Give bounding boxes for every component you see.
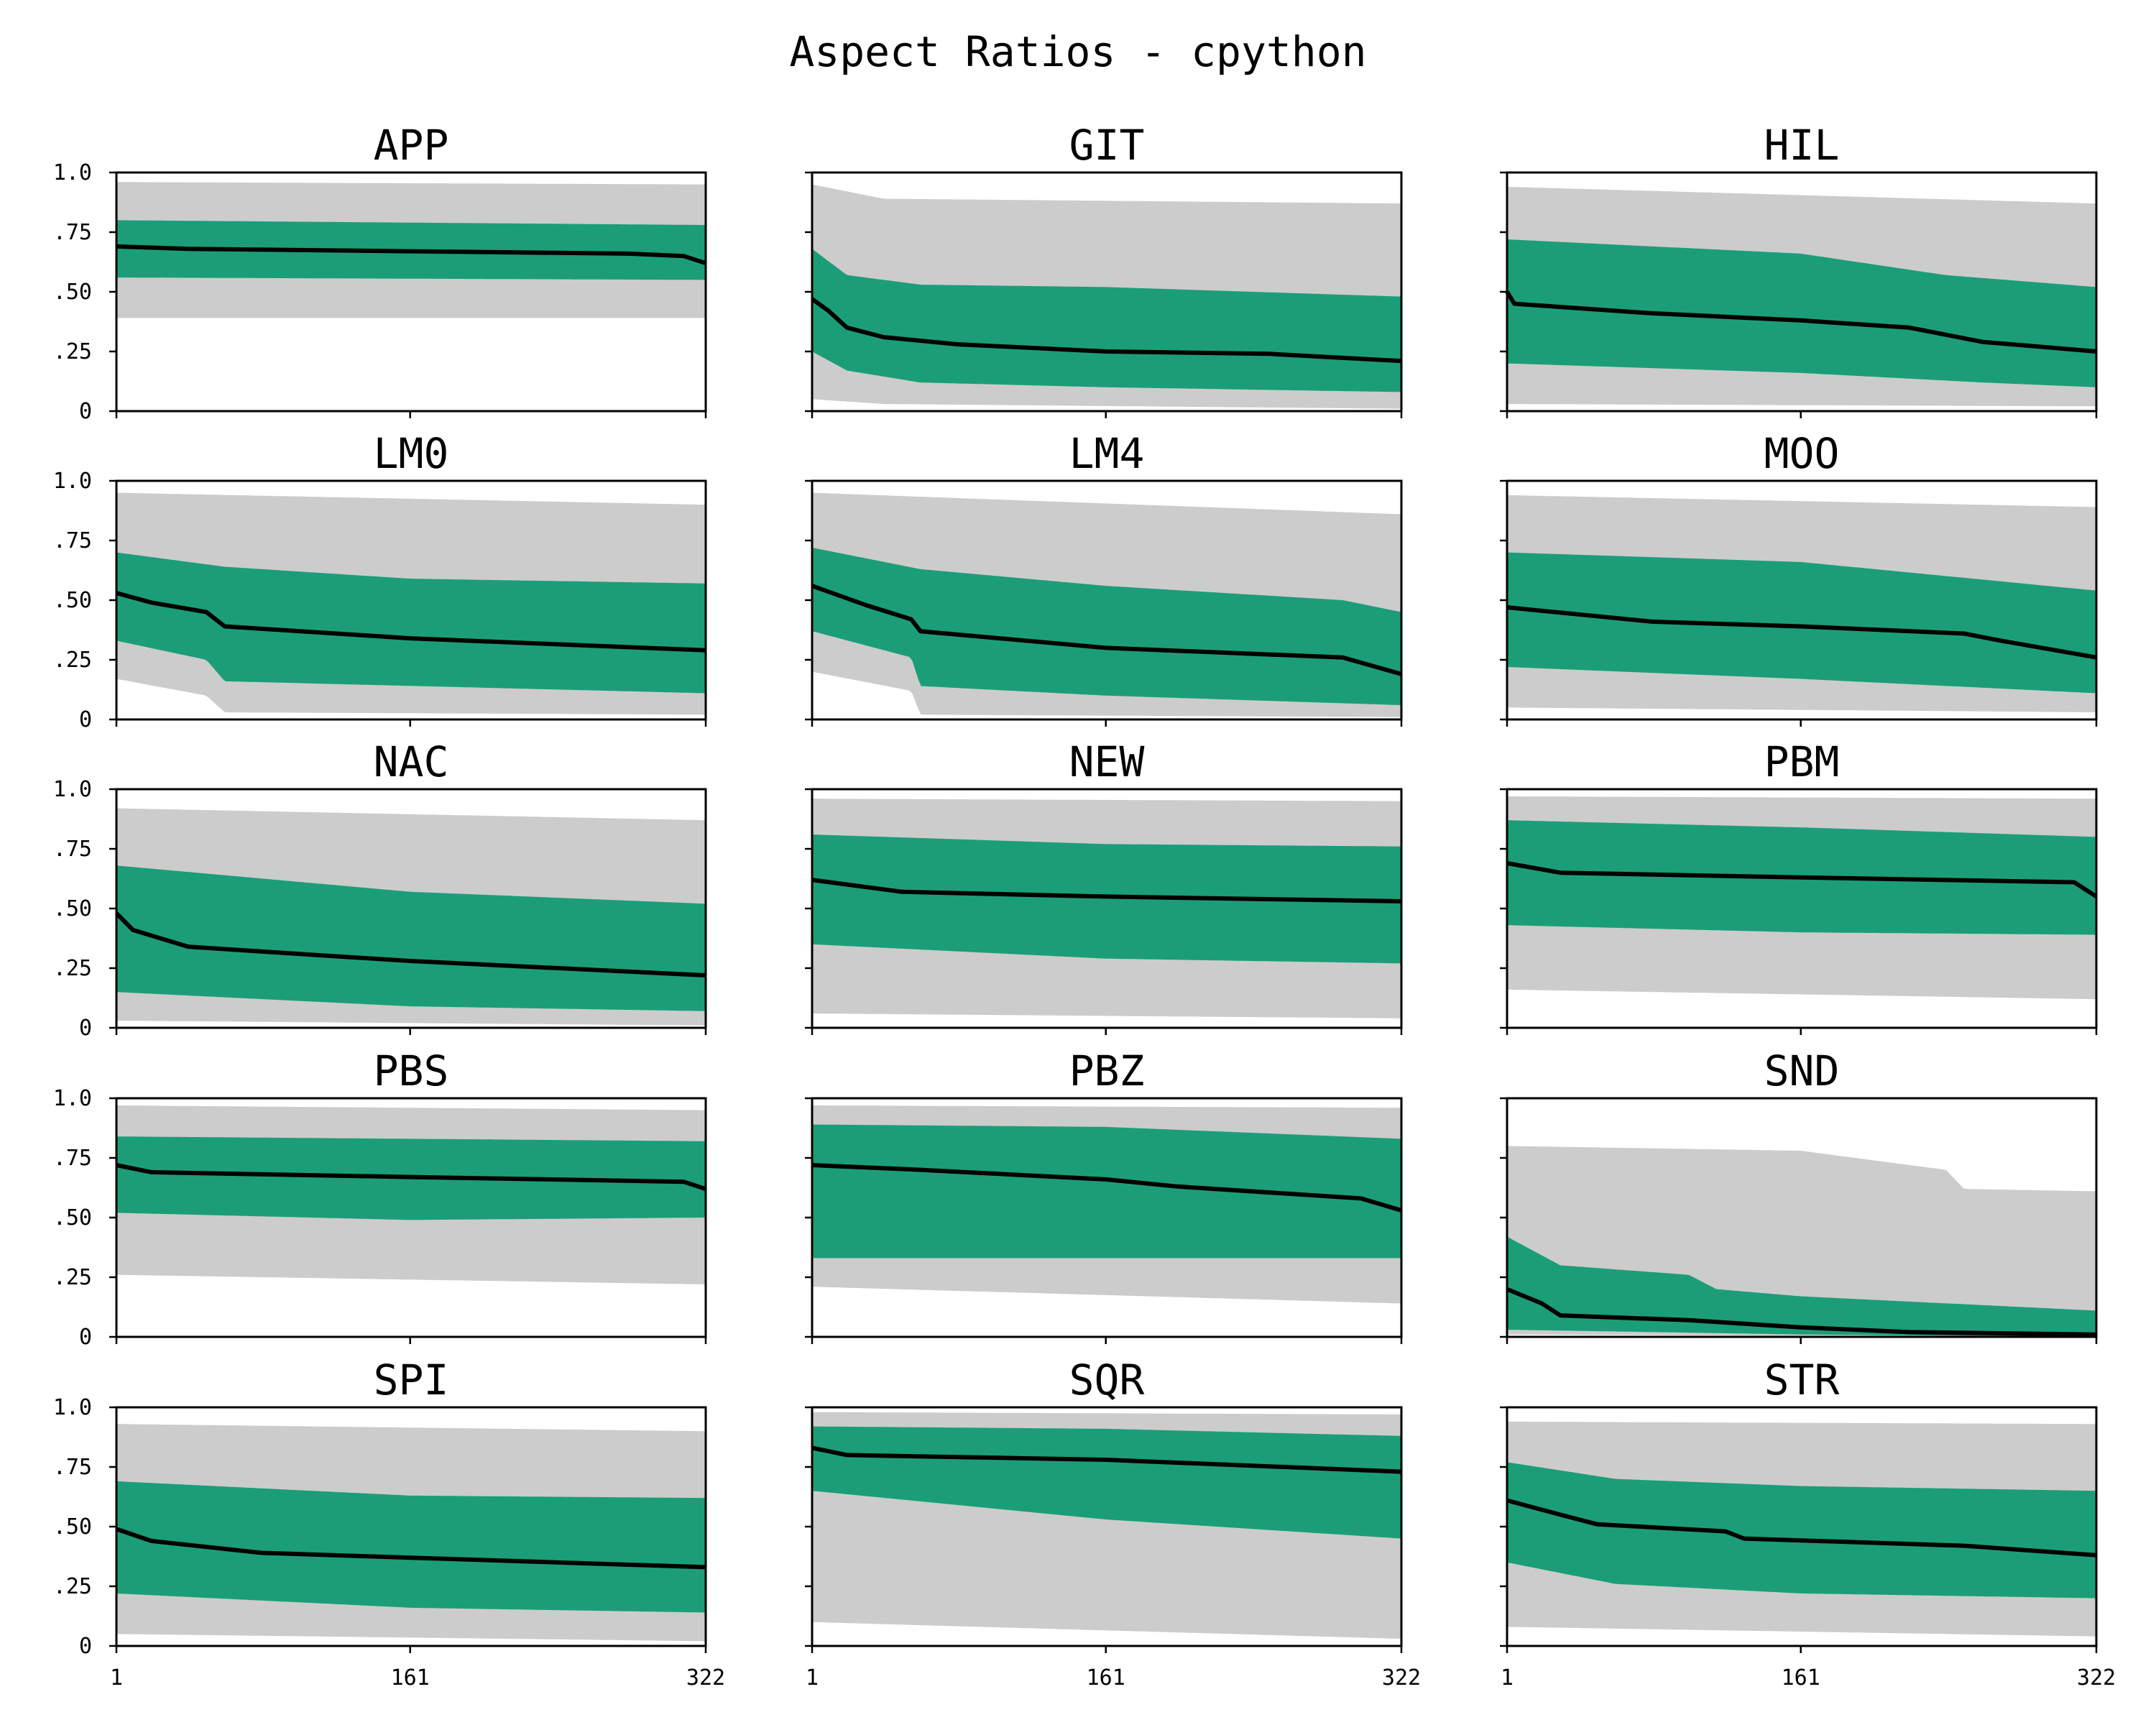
panel-title-pbz: PBZ <box>1069 1046 1145 1095</box>
panel-title-str: STR <box>1764 1356 1840 1404</box>
y-tick-label-pbs-3: .75 <box>53 1146 92 1171</box>
inner-band-pbz <box>812 1124 1401 1259</box>
panel-title-sqr: SQR <box>1069 1356 1145 1404</box>
panel-lm0: LM0 0 .25 .50 .75 1.0 <box>53 429 707 732</box>
x-tick-label-sqr-0: 1 <box>806 1665 819 1690</box>
panel-pbs: PBS 0 .25 .50 .75 1.0 <box>53 1046 707 1350</box>
panel-snd: SND <box>1500 1046 2098 1344</box>
y-tick-label-app-1: .25 <box>53 339 92 364</box>
panel-nac: NAC 0 .25 .50 .75 1.0 <box>53 737 707 1041</box>
y-tick-label-app-3: .75 <box>53 220 92 245</box>
median-line-nac <box>114 911 706 978</box>
x-tick-label-sqr-2: 322 <box>1382 1665 1421 1690</box>
y-tick-label-nac-1: .25 <box>53 956 92 981</box>
y-tick-label-nac-3: .75 <box>53 837 92 862</box>
panel-title-new: NEW <box>1069 737 1145 786</box>
inner-band-snd <box>1507 1236 2096 1337</box>
x-tick-label-spi-2: 322 <box>686 1665 725 1690</box>
inner-band-lm0 <box>116 552 706 694</box>
panel-title-hil: HIL <box>1764 121 1840 170</box>
y-tick-label-spi-0: 0 <box>79 1634 92 1659</box>
median-line-pbm <box>1506 860 2098 898</box>
panel-pbz: PBZ <box>805 1046 1403 1344</box>
panel-moo: MOO <box>1500 429 2098 727</box>
panel-title-git: GIT <box>1069 121 1145 170</box>
inner-band-lm4 <box>812 548 1401 706</box>
y-tick-label-pbs-1: .25 <box>53 1265 92 1290</box>
panel-str: STR 1 161 322 <box>1500 1356 2116 1690</box>
inner-band-new <box>812 834 1401 964</box>
y-tick-label-lm0-3: .75 <box>53 528 92 553</box>
panel-title-pbs: PBS <box>374 1046 449 1095</box>
panel-git: GIT <box>805 121 1403 418</box>
inner-band-spi <box>116 1481 706 1613</box>
panel-title-app: APP <box>374 121 449 170</box>
median-line-lm0 <box>116 591 706 653</box>
median-line-pbs <box>116 1163 706 1192</box>
inner-band-moo <box>1507 552 2096 694</box>
y-tick-label-nac-2: .50 <box>53 896 92 921</box>
panel-title-spi: SPI <box>374 1356 449 1404</box>
median-line-hil <box>1505 290 2097 354</box>
panel-title-snd: SND <box>1764 1046 1840 1095</box>
figure-title: Aspect Ratios - cpython <box>789 27 1366 76</box>
x-tick-label-sqr-1: 161 <box>1087 1665 1125 1690</box>
panel-lm4: LM4 <box>805 429 1403 727</box>
x-tick-label-str-1: 161 <box>1782 1665 1820 1690</box>
inner-band-sqr <box>812 1426 1401 1539</box>
inner-band-nac <box>116 865 706 1011</box>
median-line-app <box>116 244 706 266</box>
panel-app: APP 0 .25 .50 .75 1.0 <box>53 121 707 424</box>
y-tick-label-pbs-4: 1.0 <box>53 1086 92 1111</box>
median-line-spi <box>116 1527 706 1570</box>
y-tick-label-lm0-1: .25 <box>53 648 92 673</box>
y-tick-label-app-0: 0 <box>79 399 92 424</box>
median-line-snd <box>1506 1287 2097 1337</box>
median-line-str <box>1506 1498 2097 1558</box>
y-tick-label-nac-4: 1.0 <box>53 777 92 802</box>
panel-title-nac: NAC <box>374 737 449 786</box>
y-tick-label-spi-3: .75 <box>53 1455 92 1480</box>
median-line-pbz <box>811 1163 1402 1213</box>
x-tick-label-str-2: 322 <box>2077 1665 2116 1690</box>
median-line-new <box>811 878 1402 903</box>
x-tick-label-str-0: 1 <box>1501 1665 1514 1690</box>
inner-band-hil <box>1507 239 2096 387</box>
y-tick-label-lm0-0: 0 <box>79 707 92 732</box>
panel-spi: SPI 0 .25 .50 .75 1.0 1 161 322 <box>53 1356 725 1690</box>
median-line-sqr <box>811 1445 1402 1474</box>
median-line-git <box>811 297 1402 364</box>
x-tick-label-spi-1: 161 <box>391 1665 430 1690</box>
panel-new: NEW <box>805 737 1403 1035</box>
panel-title-lm4: LM4 <box>1069 429 1145 478</box>
y-tick-label-spi-1: .25 <box>53 1574 92 1599</box>
y-tick-label-lm0-2: .50 <box>53 588 92 613</box>
panel-title-lm0: LM0 <box>374 429 449 478</box>
inner-band-git <box>812 249 1401 392</box>
y-tick-label-app-2: .50 <box>53 280 92 305</box>
y-tick-label-nac-0: 0 <box>79 1016 92 1041</box>
panel-pbm: PBM <box>1500 737 2098 1035</box>
y-tick-label-spi-2: .50 <box>53 1514 92 1540</box>
panel-title-moo: MOO <box>1764 429 1840 478</box>
panel-sqr: SQR 1 161 322 <box>805 1356 1421 1690</box>
y-tick-label-pbs-0: 0 <box>79 1325 92 1350</box>
inner-band-str <box>1507 1462 2096 1598</box>
y-tick-label-lm0-4: 1.0 <box>53 469 92 494</box>
y-tick-label-app-4: 1.0 <box>53 160 92 185</box>
x-tick-label-spi-0: 1 <box>110 1665 123 1690</box>
y-tick-label-pbs-2: .50 <box>53 1205 92 1230</box>
panel-hil: HIL <box>1500 121 2098 418</box>
y-tick-label-spi-4: 1.0 <box>53 1395 92 1420</box>
panel-title-pbm: PBM <box>1764 737 1840 786</box>
median-line-moo <box>1506 605 2097 660</box>
median-line-lm4 <box>811 584 1402 676</box>
